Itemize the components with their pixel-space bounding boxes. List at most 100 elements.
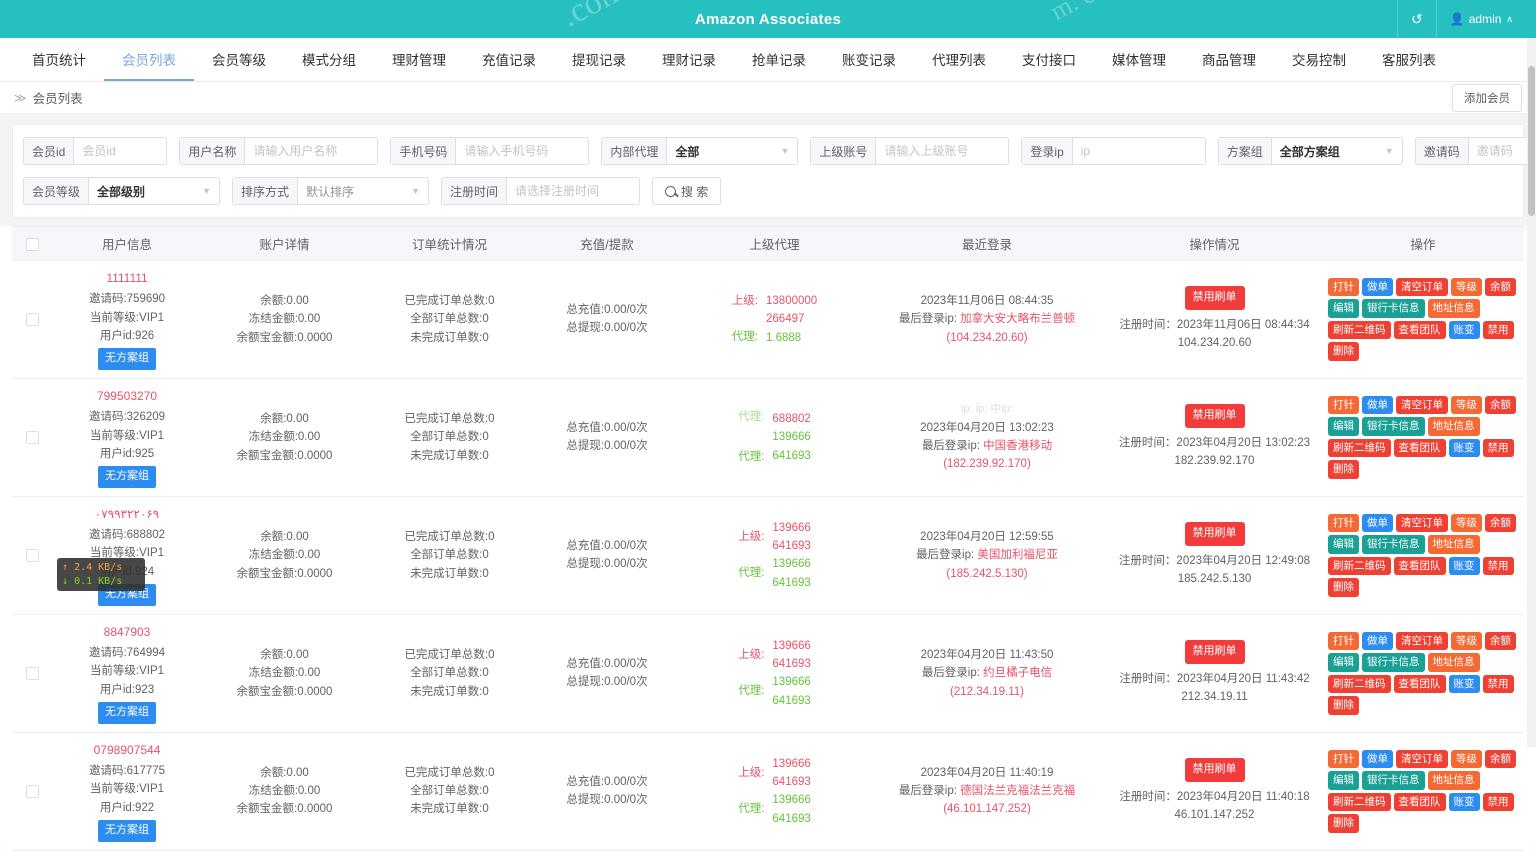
action-button-10[interactable]: 账变 (1448, 792, 1480, 812)
action-button-1[interactable]: 做单 (1362, 749, 1393, 769)
action-button-11[interactable]: 禁用 (1482, 320, 1514, 340)
action-button-1[interactable]: 做单 (1362, 395, 1393, 415)
action-button-12[interactable]: 删除 (1328, 342, 1359, 361)
add-member-button[interactable]: 添加会员 (1452, 83, 1522, 112)
nav-tab-1[interactable]: 会员列表 (104, 38, 194, 81)
ban-brush-badge[interactable]: 禁用刷单 (1184, 758, 1245, 782)
search-button[interactable]: 搜 索 (652, 177, 722, 205)
action-button-3[interactable]: 等级 (1451, 277, 1482, 297)
action-button-0[interactable]: 打针 (1328, 277, 1359, 297)
action-button-0[interactable]: 打针 (1328, 749, 1359, 769)
action-button-5[interactable]: 编辑 (1328, 771, 1359, 790)
action-button-7[interactable]: 地址信息 (1427, 653, 1480, 672)
no-group-tag[interactable]: 无方案组 (98, 820, 156, 842)
filter-select[interactable]: 全部方案组 ▼ (1272, 138, 1402, 164)
action-button-9[interactable]: 查看团队 (1393, 320, 1446, 340)
nav-tab-14[interactable]: 交易控制 (1292, 52, 1346, 68)
filter-input[interactable] (456, 138, 589, 164)
action-button-4[interactable]: 余额 (1485, 395, 1516, 415)
action-button-6[interactable]: 银行卡信息 (1362, 771, 1425, 790)
action-button-4[interactable]: 余额 (1485, 631, 1516, 651)
action-button-7[interactable]: 地址信息 (1427, 299, 1480, 318)
nav-tab-10[interactable]: 代理列表 (932, 52, 986, 68)
nav-tab-6[interactable]: 提现记录 (572, 52, 626, 68)
action-button-2[interactable]: 清空订单 (1396, 277, 1448, 297)
action-button-1[interactable]: 做单 (1362, 513, 1393, 533)
nav-tab-7[interactable]: 理财记录 (662, 52, 716, 68)
action-button-12[interactable]: 删除 (1328, 696, 1359, 715)
row-checkbox[interactable] (25, 784, 39, 798)
action-button-9[interactable]: 查看团队 (1393, 674, 1446, 694)
nav-tab-3[interactable]: 模式分组 (302, 52, 356, 68)
filter-input[interactable] (74, 138, 167, 164)
action-button-12[interactable]: 删除 (1328, 578, 1359, 597)
action-button-9[interactable]: 查看团队 (1393, 556, 1446, 576)
nav-tab-8[interactable]: 抢单记录 (752, 52, 806, 68)
filter-select[interactable]: 默认排序 ▼ (298, 178, 428, 204)
filter-input[interactable] (1072, 138, 1205, 164)
action-button-5[interactable]: 编辑 (1328, 653, 1359, 672)
nav-tab-5[interactable]: 充值记录 (482, 52, 536, 68)
user-name[interactable]: 8847903 (103, 624, 151, 639)
action-button-7[interactable]: 地址信息 (1427, 771, 1480, 790)
select-all-checkbox[interactable] (25, 237, 39, 251)
action-button-3[interactable]: 等级 (1451, 749, 1482, 769)
nav-tab-9[interactable]: 账变记录 (842, 52, 896, 68)
row-checkbox[interactable] (25, 548, 39, 562)
action-button-5[interactable]: 编辑 (1328, 535, 1359, 554)
ban-brush-badge[interactable]: 禁用刷单 (1184, 522, 1245, 546)
action-button-11[interactable]: 禁用 (1482, 792, 1514, 812)
action-button-4[interactable]: 余额 (1485, 749, 1516, 769)
action-button-9[interactable]: 查看团队 (1393, 792, 1446, 812)
action-button-8[interactable]: 刷新二维码 (1328, 674, 1391, 694)
user-menu-button[interactable]: 👤 admin ∧ (1435, 0, 1526, 38)
action-button-8[interactable]: 刷新二维码 (1328, 556, 1391, 576)
nav-tab-0[interactable]: 首页统计 (32, 52, 86, 68)
action-button-4[interactable]: 余额 (1485, 277, 1516, 297)
scrollbar-thumb[interactable] (1528, 66, 1535, 216)
action-button-0[interactable]: 打针 (1328, 631, 1359, 651)
action-button-3[interactable]: 等级 (1451, 395, 1482, 415)
no-group-tag[interactable]: 无方案组 (98, 348, 156, 370)
action-button-0[interactable]: 打针 (1328, 513, 1359, 533)
action-button-12[interactable]: 删除 (1328, 814, 1359, 833)
action-button-3[interactable]: 等级 (1451, 513, 1482, 533)
ban-brush-badge[interactable]: 禁用刷单 (1184, 640, 1245, 664)
filter-select[interactable]: 全部级别 ▼ (89, 178, 219, 204)
nav-tab-11[interactable]: 支付接口 (1022, 52, 1076, 68)
action-button-6[interactable]: 银行卡信息 (1362, 417, 1425, 436)
action-button-10[interactable]: 账变 (1448, 320, 1480, 340)
action-button-6[interactable]: 银行卡信息 (1362, 653, 1425, 672)
user-name[interactable]: 1111111 (106, 271, 148, 285)
action-button-0[interactable]: 打针 (1328, 395, 1359, 415)
action-button-7[interactable]: 地址信息 (1427, 535, 1480, 554)
action-button-3[interactable]: 等级 (1451, 631, 1482, 651)
action-button-4[interactable]: 余额 (1485, 513, 1516, 533)
filter-input[interactable] (876, 138, 1009, 164)
nav-tab-13[interactable]: 商品管理 (1202, 52, 1256, 68)
page-scrollbar[interactable] (1527, 38, 1536, 747)
filter-input[interactable] (1468, 138, 1536, 164)
action-button-1[interactable]: 做单 (1362, 277, 1393, 297)
row-checkbox[interactable] (25, 430, 39, 444)
action-button-1[interactable]: 做单 (1362, 631, 1393, 651)
action-button-10[interactable]: 账变 (1448, 674, 1480, 694)
action-button-2[interactable]: 清空订单 (1396, 749, 1448, 769)
action-button-5[interactable]: 编辑 (1328, 417, 1359, 436)
action-button-8[interactable]: 刷新二维码 (1328, 438, 1391, 458)
action-button-8[interactable]: 刷新二维码 (1328, 792, 1391, 812)
action-button-10[interactable]: 账变 (1448, 556, 1480, 576)
nav-tab-12[interactable]: 媒体管理 (1112, 52, 1166, 68)
action-button-11[interactable]: 禁用 (1482, 556, 1514, 576)
no-group-tag[interactable]: 无方案组 (98, 466, 156, 488)
no-group-tag[interactable]: 无方案组 (98, 702, 156, 724)
action-button-5[interactable]: 编辑 (1328, 299, 1359, 318)
action-button-8[interactable]: 刷新二维码 (1328, 320, 1391, 340)
ban-brush-badge[interactable]: 禁用刷单 (1184, 404, 1245, 428)
nav-tab-4[interactable]: 理财管理 (392, 52, 446, 68)
action-button-6[interactable]: 银行卡信息 (1362, 535, 1425, 554)
ban-brush-badge[interactable]: 禁用刷单 (1184, 286, 1245, 310)
filter-input[interactable] (245, 138, 378, 164)
filter-input[interactable] (507, 178, 640, 204)
nav-tab-2[interactable]: 会员等级 (212, 52, 266, 68)
